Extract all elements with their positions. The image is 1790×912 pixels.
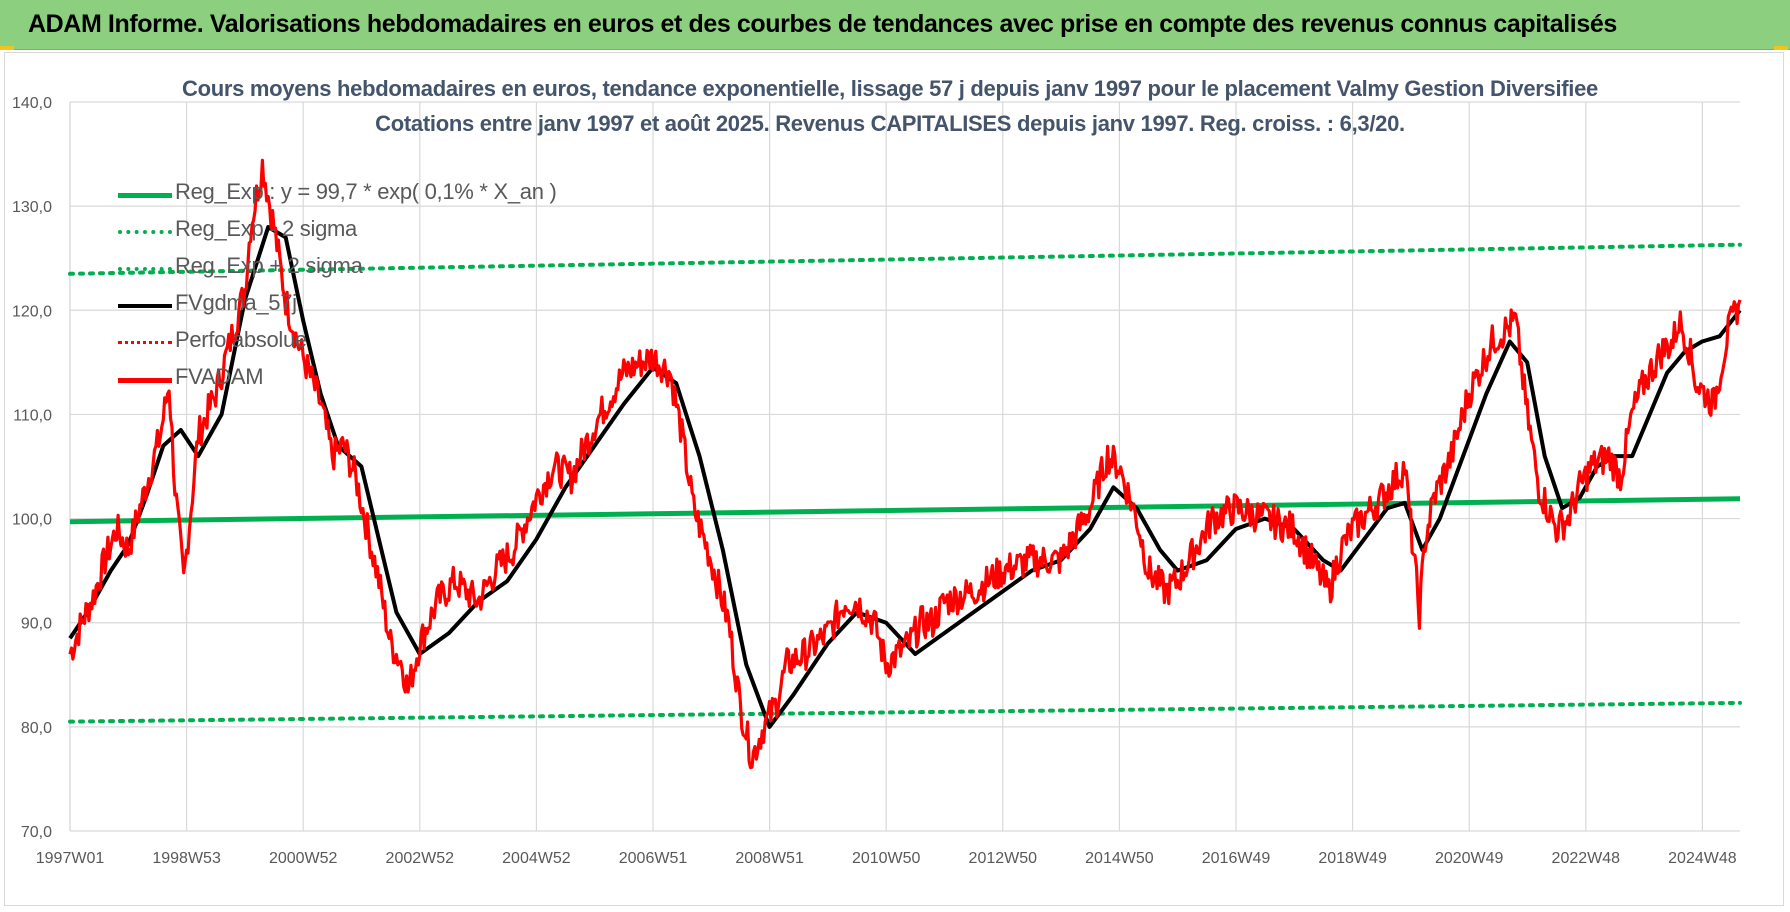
y-tick-label: 140,0 — [12, 95, 52, 112]
chart-title-line-2: Cotations entre janv 1997 et août 2025. … — [375, 111, 1405, 136]
x-tick-label: 2000W52 — [269, 850, 338, 867]
legend-swatch-reg-exp — [118, 193, 172, 198]
y-tick-label: 130,0 — [12, 199, 52, 216]
chart-frame — [4, 52, 1784, 906]
y-tick-labels: 140,0 130,0 120,0 110,0 100,0 90,0 80,0 70,0 — [12, 95, 52, 841]
x-tick-label: 1997W01 — [36, 850, 105, 867]
frame-corner-top-left — [0, 46, 14, 50]
series-reg-exp — [69, 496, 1741, 525]
legend-swatch-perfo-absolue — [118, 341, 172, 344]
frame-corner-top-right — [1774, 46, 1788, 50]
report-title: ADAM Informe. Valorisations hebdomadaire… — [28, 10, 1617, 38]
legend-label-fvgdma: FVgdma_57j — [175, 290, 297, 315]
report-banner: ADAM Informe. Valorisations hebdomadaire… — [0, 0, 1790, 50]
series-layer — [68, 158, 1742, 770]
x-tick-label: 2010W50 — [852, 850, 921, 867]
legend-swatch-fvadam — [118, 378, 172, 383]
x-tick-label: 2002W52 — [386, 850, 455, 867]
y-tick-label: 80,0 — [21, 720, 52, 737]
x-tick-label: 2020W49 — [1435, 850, 1504, 867]
legend-label-fvadam: FVADAM — [175, 364, 264, 389]
legend-swatch-reg-exp-plus — [118, 267, 172, 271]
series-fvgdma-57j — [68, 225, 1742, 729]
legend-label-reg-exp-minus: Reg_Exp - 2 sigma — [175, 216, 357, 241]
x-tick-label: 2012W50 — [969, 850, 1038, 867]
legend-label-perfo-absolue: Perfo absolue — [175, 327, 307, 352]
legend-swatch-reg-exp-minus — [118, 230, 172, 234]
y-tick-label: 70,0 — [21, 824, 52, 841]
legend-swatch-fvgdma — [118, 304, 172, 308]
x-tick-label: 2008W51 — [735, 850, 804, 867]
series-reg-exp-plus-2-sigma — [68, 242, 1742, 276]
legend-label-reg-exp-plus: Reg_Exp + 2 sigma — [175, 253, 363, 278]
x-tick-label: 2006W51 — [619, 850, 688, 867]
x-tick-labels: 1997W01 1998W53 2000W52 2002W52 2004W52 2006W… — [36, 850, 1737, 867]
x-tick-label: 2016W49 — [1202, 850, 1271, 867]
y-tick-label: 90,0 — [21, 616, 52, 633]
grid-layer — [69, 101, 1740, 832]
series-reg-exp-minus-2-sigma — [68, 700, 1742, 724]
y-tick-label: 110,0 — [13, 407, 52, 424]
series-fvadam — [68, 158, 1742, 770]
legend-label-reg-exp: Reg_Exp : y = 99,7 * exp( 0,1% * X_an ) — [175, 179, 557, 204]
x-tick-label: 2022W48 — [1552, 850, 1621, 867]
x-tick-label: 2014W50 — [1085, 850, 1154, 867]
y-tick-label: 100,0 — [12, 512, 52, 529]
x-tick-label: 2004W52 — [502, 850, 571, 867]
x-tick-label: 1998W53 — [152, 850, 221, 867]
y-tick-label: 120,0 — [12, 303, 52, 320]
chart-title-line-1: Cours moyens hebdomadaires en euros, ten… — [181, 76, 1598, 101]
x-tick-label: 2018W49 — [1318, 850, 1387, 867]
x-tick-label: 2024W48 — [1668, 850, 1737, 867]
